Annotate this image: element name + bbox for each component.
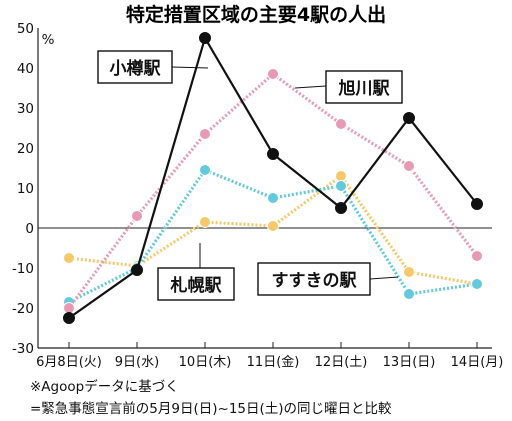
series-1 [63, 68, 483, 314]
x-tick-label: 14日(月) [451, 355, 504, 370]
y-tick-label: 40 [17, 61, 34, 77]
data-point [335, 180, 347, 192]
leader-line [294, 85, 327, 89]
label-box [157, 267, 235, 301]
unit-label: % [42, 32, 55, 48]
data-point [199, 128, 211, 140]
series-name: 旭川駅 [338, 78, 391, 99]
axes [37, 28, 492, 349]
chart-title: 特定措置区域の主要4駅の人出 [126, 3, 386, 26]
data-point [471, 278, 483, 290]
series-lines [63, 32, 483, 324]
y-tick-labels: 50 40 30 20 10 0 -10 -20 -30 [12, 21, 34, 357]
data-point [471, 198, 483, 210]
leader-line [171, 66, 209, 69]
footnote: =緊急事態宣言前の5月9日(日)~15日(土)の同じ曜日と比較 [30, 400, 392, 417]
y-tick-label: -30 [12, 341, 34, 357]
data-point [267, 192, 279, 204]
footnotes: ※Agoopデータに基づく =緊急事態宣言前の5月9日(日)~15日(土)の同じ曜… [30, 378, 392, 417]
data-point [267, 148, 279, 160]
data-point [335, 118, 347, 130]
label-box [325, 70, 403, 104]
data-point [63, 252, 75, 264]
x-tick-label: 6月8日(火) [36, 355, 102, 370]
data-point [131, 264, 143, 276]
series-label-2: 札幌駅 [157, 243, 235, 301]
series-label-1: 旭川駅 [294, 70, 403, 104]
x-tick-labels: 6月8日(火) 9日(水) 10日(木) 11日(金) 12日(土) 13日(日) 14日(… [36, 354, 503, 370]
data-point [403, 266, 415, 278]
series-label-3: すすきの駅 [257, 262, 399, 296]
x-tick-label: 10日(木) [179, 355, 232, 370]
leader-line [369, 276, 399, 280]
data-point [403, 160, 415, 172]
data-point [471, 250, 483, 262]
y-tick-label: 20 [17, 141, 34, 157]
data-point [199, 32, 211, 44]
x-tick-label: 9日(水) [115, 355, 159, 370]
series-0 [63, 32, 483, 324]
data-point [335, 202, 347, 214]
footnote: ※Agoopデータに基づく [30, 378, 179, 395]
y-tick-label: -10 [12, 261, 34, 277]
y-tick-label: 0 [25, 221, 34, 237]
label-box [257, 262, 371, 296]
y-tick-label: 10 [17, 181, 34, 197]
x-tick-label: 13日(日) [383, 355, 436, 370]
data-point [63, 312, 75, 324]
data-point [267, 68, 279, 80]
x-tick-label: 11日(金) [247, 354, 300, 370]
y-tick-label: -20 [12, 301, 34, 317]
data-point [267, 220, 279, 232]
series-label-0: 小樽駅 [97, 50, 209, 84]
series-name: 札幌駅 [170, 275, 223, 296]
y-tick-label: 30 [17, 101, 34, 117]
data-point [131, 210, 143, 222]
series-name: 小樽駅 [110, 58, 162, 79]
series-name: すすきの駅 [272, 271, 358, 291]
x-tick-label: 12日(土) [315, 355, 368, 370]
data-point [403, 112, 415, 124]
data-point [63, 302, 75, 314]
data-point [199, 216, 211, 228]
label-box [97, 50, 173, 84]
data-point [335, 170, 347, 182]
data-point [403, 288, 415, 300]
data-point [199, 164, 211, 176]
y-tick-label: 50 [17, 21, 34, 37]
